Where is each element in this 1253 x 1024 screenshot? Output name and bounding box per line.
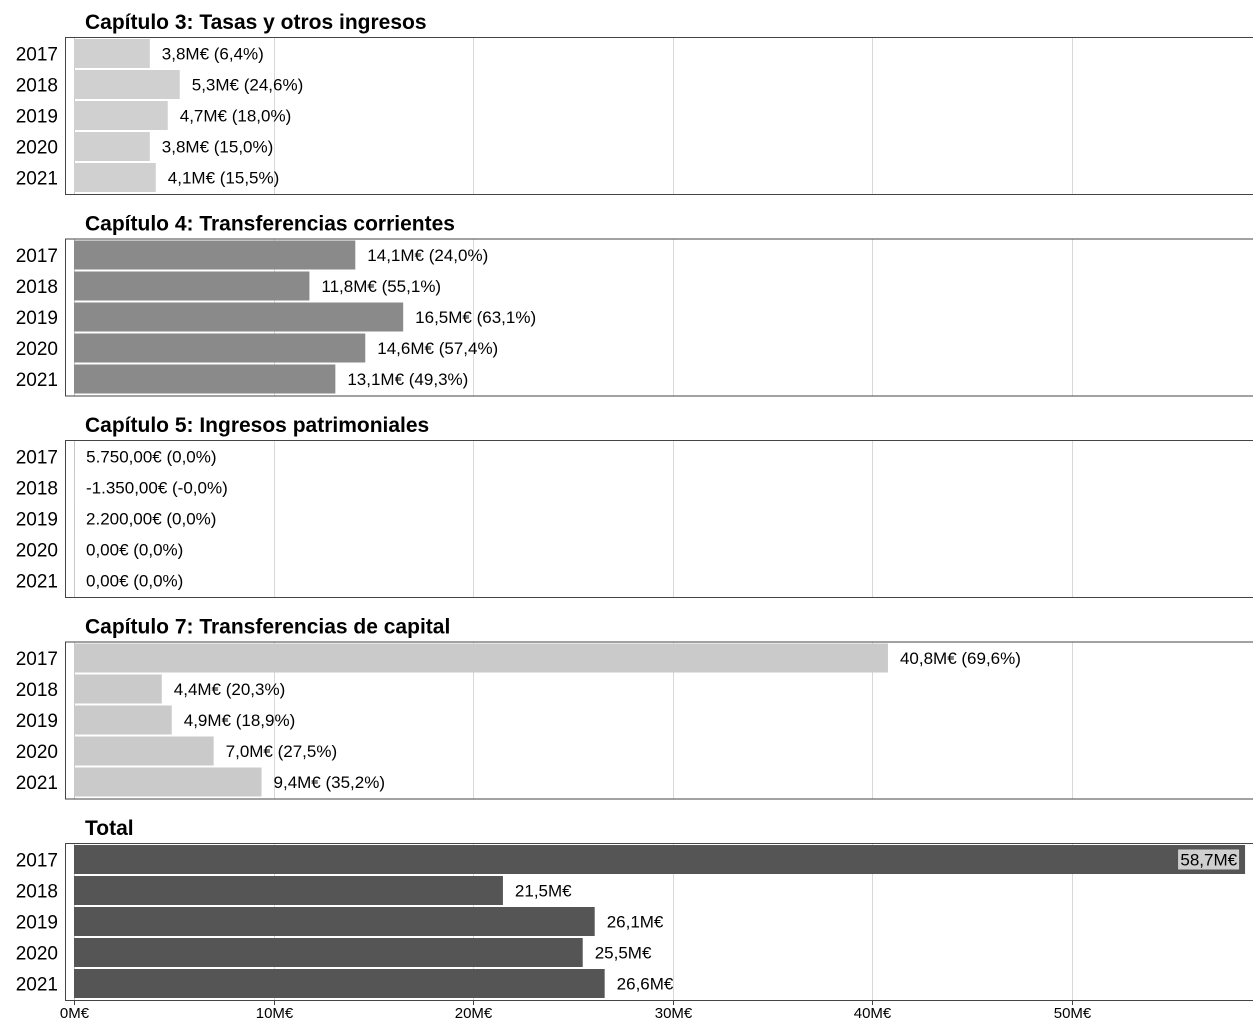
data-label: 4,7M€ (18,0%) (180, 107, 292, 126)
bar (74, 845, 1245, 874)
year-label: 2021 (16, 975, 58, 996)
bar (74, 163, 156, 192)
year-label: 2020 (16, 742, 58, 763)
data-label: 16,5M€ (63,1%) (415, 308, 536, 327)
year-label: 2017 (16, 851, 58, 872)
bar (74, 303, 403, 332)
data-label: 3,8M€ (6,4%) (162, 45, 264, 64)
year-label: 2018 (16, 680, 58, 701)
data-label: 21,5M€ (515, 882, 572, 901)
bar (74, 644, 888, 673)
axis-tick-label: 30M€ (655, 1005, 693, 1019)
chart-panel: Capítulo 7: Transferencias de capital 201… (16, 616, 1253, 800)
bar (74, 675, 162, 704)
year-label: 2018 (16, 479, 58, 500)
year-label: 2019 (16, 510, 58, 531)
bar (74, 969, 605, 998)
data-label: 3,8M€ (15,0%) (162, 138, 274, 157)
bar (74, 39, 150, 68)
data-label: 4,1M€ (15,5%) (168, 169, 279, 188)
year-label: 2019 (16, 107, 58, 128)
panel-title: Capítulo 3: Tasas y otros ingresos (85, 11, 427, 34)
data-label: 2.200,00€ (0,0%) (86, 510, 216, 529)
bar (74, 365, 335, 394)
bar (74, 907, 595, 936)
data-label: 40,8M€ (69,6%) (900, 649, 1021, 668)
bar (74, 737, 214, 766)
data-label: 5.750,00€ (0,0%) (86, 448, 216, 467)
data-label: 7,0M€ (27,5%) (226, 742, 338, 761)
data-label: 0,00€ (0,0%) (86, 541, 183, 560)
year-label: 2020 (16, 339, 58, 360)
axis-tick-label: 20M€ (455, 1005, 493, 1019)
data-label: 4,4M€ (20,3%) (174, 680, 286, 699)
data-label: 14,6M€ (57,4%) (377, 339, 498, 358)
data-label: 26,1M€ (607, 913, 664, 932)
axis-tick-label: 10M€ (256, 1005, 294, 1019)
panel-title: Total (85, 817, 134, 840)
chart-panel: Total 2017 58,7M€ 2018 21,5M€ 2019 26,1M€ 2020 2… (16, 817, 1253, 1019)
chart-panel: Capítulo 4: Transferencias corrientes 201… (16, 213, 1253, 397)
chart-panel: Capítulo 3: Tasas y otros ingresos 2017 3,… (16, 11, 1253, 195)
year-label: 2017 (16, 45, 58, 66)
data-label: 58,7M€ (1180, 851, 1237, 870)
bar (74, 706, 172, 735)
year-label: 2019 (16, 308, 58, 329)
year-label: 2018 (16, 76, 58, 97)
year-label: 2020 (16, 541, 58, 562)
bar (74, 768, 262, 797)
data-label: 25,5M€ (595, 944, 652, 963)
bar (74, 241, 355, 270)
data-label: 5,3M€ (24,6%) (192, 76, 303, 95)
year-label: 2020 (16, 944, 58, 965)
panel-title: Capítulo 4: Transferencias corrientes (85, 213, 455, 236)
axis-tick-label: 40M€ (854, 1005, 892, 1019)
data-label: 9,4M€ (35,2%) (274, 773, 386, 792)
year-label: 2021 (16, 370, 58, 391)
data-label: 4,9M€ (18,9%) (184, 711, 296, 730)
data-label: -1.350,00€ (-0,0%) (86, 479, 228, 498)
year-label: 2017 (16, 649, 58, 670)
year-label: 2017 (16, 246, 58, 267)
year-label: 2019 (16, 711, 58, 732)
bar (74, 101, 168, 130)
year-label: 2018 (16, 277, 58, 298)
data-label: 11,8M€ (55,1%) (321, 277, 441, 296)
year-label: 2020 (16, 138, 58, 159)
data-label: 0,00€ (0,0%) (86, 572, 183, 591)
year-label: 2019 (16, 913, 58, 934)
chart-panel: Capítulo 5: Ingresos patrimoniales 2017 5.… (16, 414, 1253, 598)
year-label: 2018 (16, 882, 58, 903)
bar (74, 876, 503, 905)
bar (74, 132, 150, 161)
bar (74, 272, 309, 301)
bar (74, 938, 583, 967)
data-label: 26,6M€ (617, 975, 674, 994)
panel-title: Capítulo 5: Ingresos patrimoniales (85, 414, 429, 437)
data-label: 13,1M€ (49,3%) (347, 370, 468, 389)
bar (74, 70, 180, 99)
axis-tick-label: 0M€ (60, 1005, 90, 1019)
year-label: 2021 (16, 572, 58, 593)
year-label: 2021 (16, 169, 58, 190)
data-label: 14,1M€ (24,0%) (367, 246, 488, 265)
panel-frame (66, 441, 1253, 598)
year-label: 2021 (16, 773, 58, 794)
panel-title: Capítulo 7: Transferencias de capital (85, 616, 450, 639)
axis-tick-label: 50M€ (1054, 1005, 1092, 1019)
bar (74, 334, 365, 363)
year-label: 2017 (16, 448, 58, 469)
